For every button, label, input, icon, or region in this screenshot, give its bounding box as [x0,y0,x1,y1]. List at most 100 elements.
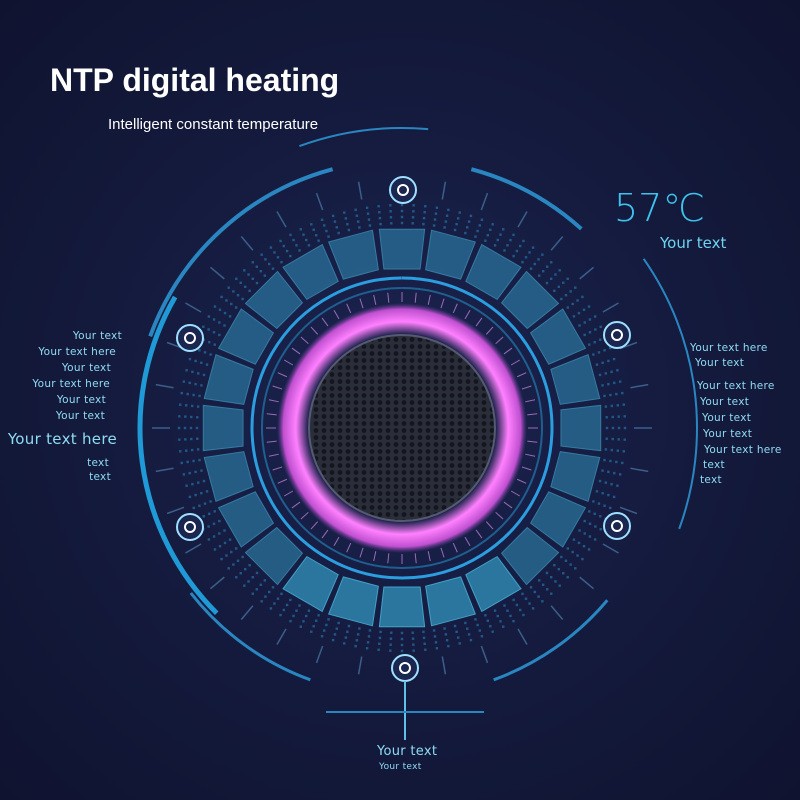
left-label-large: Your text here [7,430,117,448]
dot [207,328,210,331]
tick-mark [525,399,536,403]
outer-arc [642,258,698,530]
dot [599,528,602,531]
dot [499,620,502,623]
tick-mark [414,553,417,564]
target-icon-center [184,521,196,533]
dot [247,273,250,276]
dot [533,590,536,594]
tick-mark [475,317,483,327]
dot [212,331,216,334]
dot [621,461,624,465]
tick-mark [373,551,377,562]
dot [609,459,612,463]
target-icon-center [184,332,196,344]
dot [607,382,610,386]
tick-mark [166,506,185,515]
dot [198,504,201,507]
dot [496,614,499,618]
dial-tile [282,243,339,301]
dot [577,311,581,315]
dot [455,222,458,226]
dial-tile [244,526,304,586]
dot [295,609,298,612]
dot [435,647,439,650]
dot [312,625,315,628]
dot [195,426,199,430]
dial-tile [217,308,275,365]
tick-mark [240,236,254,251]
dot [574,567,577,570]
dot [282,608,286,612]
dot [432,224,436,227]
left-label: Your text [72,330,122,342]
outer-arc [493,599,609,682]
tick-mark [373,294,377,305]
tick-mark [276,628,287,645]
left-label: text [87,457,109,469]
tick-mark [310,326,319,335]
dot [198,349,201,352]
dot [522,613,525,617]
dot [314,234,318,237]
dot [615,460,618,464]
dial-tile [378,228,426,270]
dot [347,228,351,232]
dot [588,510,591,513]
dot [608,346,612,350]
dot [207,538,211,541]
dot [191,482,194,486]
tick-mark [155,467,174,473]
tick-mark [495,336,504,345]
dot [521,260,524,264]
dot [572,315,576,318]
dot [549,575,553,579]
dot [299,625,302,628]
dot [223,529,226,532]
dot [212,535,216,538]
dot [196,405,200,408]
dot [618,380,622,383]
dot [344,217,348,220]
dot [588,343,591,346]
dot [194,359,197,363]
dot [549,277,553,281]
dot [577,541,581,545]
dot [528,602,531,605]
dot [230,302,233,306]
dot [213,343,216,346]
tick-mark [268,399,279,403]
dot [269,607,273,610]
dot [576,554,579,557]
dot [594,328,597,331]
dot [484,239,487,242]
dot [506,609,509,612]
dot [289,233,292,237]
dot [480,634,484,638]
dot [198,458,201,462]
dot [529,267,533,270]
dot [400,209,404,213]
dot [618,473,622,476]
outer-arc [137,295,219,616]
dot [423,210,426,214]
dot [400,215,404,219]
dial-tile [550,451,601,502]
dot [218,519,221,523]
dot [443,627,446,630]
dot [553,563,556,567]
target-icon-center [399,662,411,674]
dot [560,297,563,301]
dot [434,641,438,644]
target-icon-center [397,184,409,196]
dot [605,426,609,430]
dot [378,636,382,640]
dot [587,305,591,308]
dot [541,253,544,256]
dial-tile [465,243,522,301]
dot [400,221,404,225]
dot [235,576,238,579]
dot [225,554,228,557]
tick-mark [550,236,564,251]
dot [194,493,197,497]
